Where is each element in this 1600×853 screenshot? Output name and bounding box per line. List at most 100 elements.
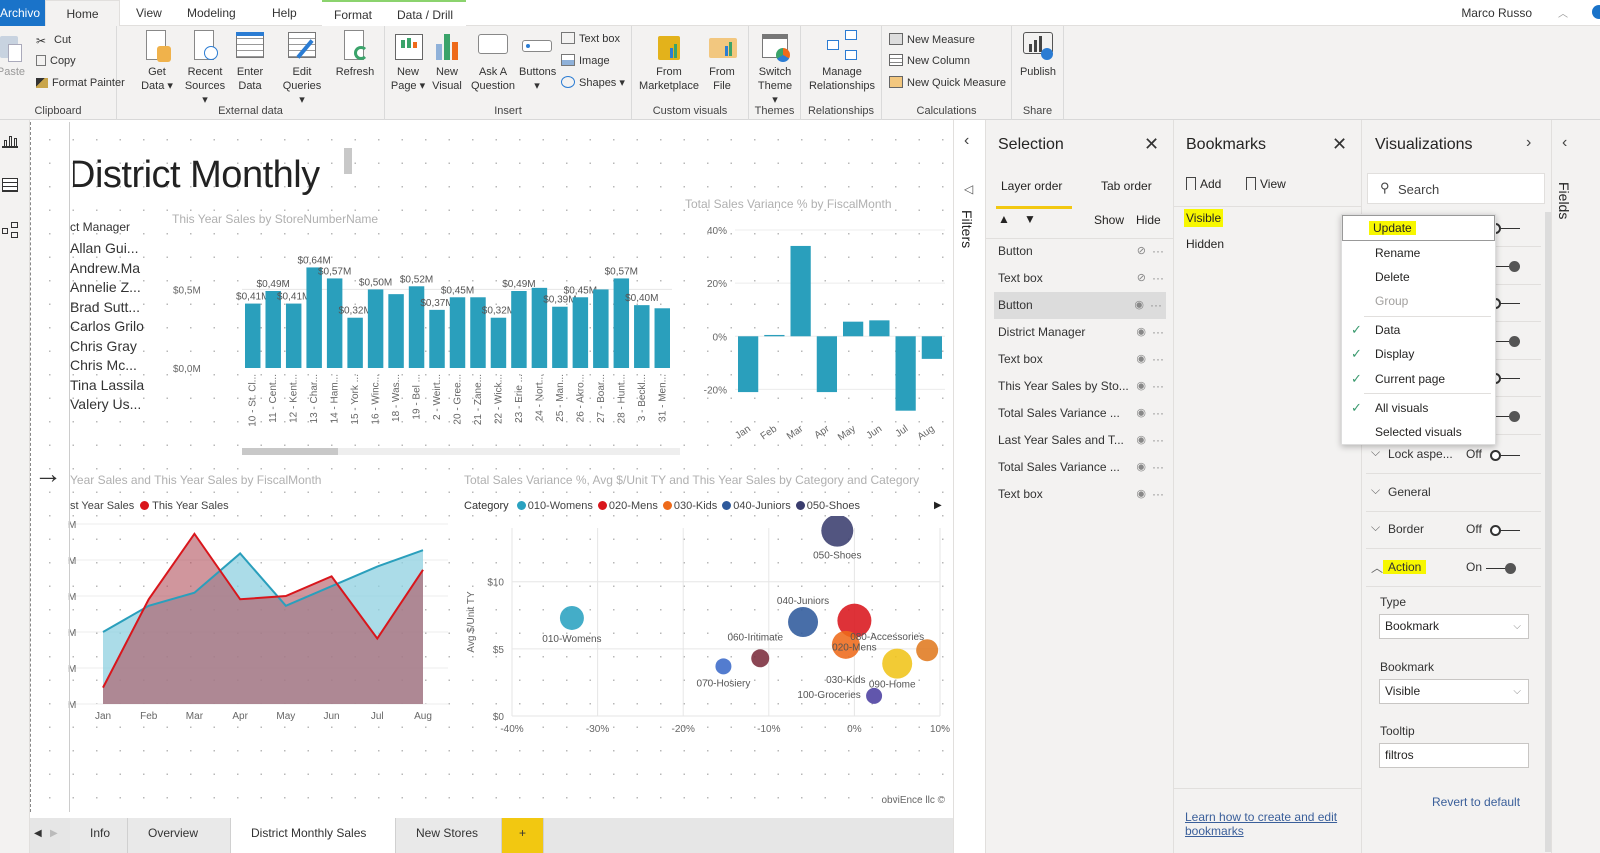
move-down-icon[interactable]: ▼	[1024, 212, 1036, 226]
shapes-button[interactable]: Shapes ▾	[561, 74, 625, 92]
selection-item[interactable]: Text box ⊘ ···	[998, 265, 1168, 292]
more-options-icon[interactable]: ···	[1152, 460, 1164, 474]
sales-area-chart[interactable]: M M M M M M Jan Feb Mar Apr May Jun Jul Aug	[68, 516, 458, 726]
tooltip-input[interactable]: filtros	[1379, 743, 1529, 768]
menu-item-current-page[interactable]: Current page	[1375, 372, 1446, 386]
legend-scroll-right-icon[interactable]: ▶	[934, 500, 942, 511]
category-scatter-chart[interactable]: $0$5$10-40%-30%-20%-10%0%10%Total Sales …	[460, 516, 950, 736]
page-tab-overview[interactable]: Overview	[128, 818, 231, 853]
action-toggle[interactable]	[1486, 563, 1516, 574]
page-tab-new-stores[interactable]: New Stores	[396, 818, 502, 853]
visualizations-search-input[interactable]: ⚲ Search	[1367, 173, 1545, 204]
tab-file[interactable]: Archivo	[0, 0, 53, 26]
new-column-button[interactable]: New Column	[889, 52, 970, 70]
store-sales-bar-chart[interactable]: $0,0M $0,5M $0,41M 10 - St. Cl... $0,49M 11 -…	[170, 230, 680, 455]
more-options-icon[interactable]: ···	[1152, 352, 1164, 366]
more-options-icon[interactable]: ···	[1152, 271, 1164, 285]
page-tab-info[interactable]: Info	[70, 818, 128, 853]
eye-hidden-icon[interactable]: ⊘	[1136, 245, 1146, 257]
card-lock-aspect[interactable]: ⌵ Lock aspe... Off	[1366, 436, 1541, 474]
more-options-icon[interactable]: ···	[1152, 433, 1164, 447]
eye-icon[interactable]: ◉	[1136, 461, 1146, 473]
user-name[interactable]: Marco Russo	[1461, 6, 1532, 20]
manage-relationships-button[interactable]: Manage Relationships	[805, 30, 879, 93]
selection-item[interactable]: Total Sales Variance ... ◉ ···	[998, 454, 1168, 481]
page-tab-district-monthly-sales[interactable]: District Monthly Sales	[231, 818, 396, 853]
format-toggle[interactable]	[1490, 335, 1520, 347]
add-bookmark-button[interactable]: Add	[1186, 177, 1221, 191]
slicer-item[interactable]: Brad Sutt...	[70, 298, 141, 315]
slicer-item[interactable]: Chris Gray	[70, 337, 137, 354]
report-canvas[interactable]: District Monthly ct Manager Allan Gui...…	[30, 120, 953, 818]
tab-data-drill[interactable]: Data / Drill	[384, 0, 466, 26]
image-button[interactable]: Image	[561, 52, 610, 70]
tab-modeling[interactable]: Modeling	[187, 6, 236, 20]
close-selection-icon[interactable]: ✕	[1144, 134, 1160, 154]
legend-item[interactable]: 020-Mens	[608, 500, 658, 512]
enter-data-button[interactable]: Enter Data	[233, 30, 267, 93]
legend-item[interactable]: 030-Kids	[673, 500, 718, 512]
card-border[interactable]: ⌵ Border Off	[1366, 511, 1541, 549]
collapse-visualizations-icon[interactable]: ›	[1526, 134, 1532, 151]
hide-all-button[interactable]: Hide	[1136, 213, 1161, 227]
eye-icon[interactable]: ◉	[1136, 326, 1146, 338]
eye-icon[interactable]: ◉	[1136, 488, 1146, 500]
tab-layer-order[interactable]: Layer order	[1001, 179, 1063, 193]
tab-home[interactable]: Home	[45, 0, 120, 27]
tab-tab-order[interactable]: Tab order	[1101, 179, 1152, 193]
view-bookmarks-button[interactable]: View	[1246, 177, 1286, 191]
menu-item-update[interactable]: Update	[1369, 221, 1416, 235]
refresh-button[interactable]: Refresh	[333, 30, 377, 79]
selection-item[interactable]: Total Sales Variance ... ◉ ···	[998, 400, 1168, 427]
more-options-icon[interactable]: ···	[1150, 298, 1162, 312]
menu-item-display[interactable]: Display	[1375, 347, 1415, 361]
eye-hidden-icon[interactable]: ⊘	[1136, 272, 1146, 284]
card-action[interactable]: ︿ Action On	[1366, 549, 1541, 587]
slicer-item[interactable]: Annelie Z...	[70, 279, 141, 295]
slicer-item[interactable]: Allan Gui...	[70, 240, 139, 256]
data-view-icon[interactable]	[2, 178, 18, 192]
report-view-icon[interactable]	[2, 134, 18, 148]
more-options-icon[interactable]: ···	[1152, 406, 1164, 420]
type-dropdown[interactable]: Bookmark ⌵	[1379, 614, 1529, 639]
slicer-item[interactable]: Carlos Grilo	[70, 318, 144, 334]
paste-button[interactable]: Paste	[0, 30, 26, 79]
eye-icon[interactable]: ◉	[1136, 353, 1146, 365]
next-page-icon[interactable]: ▶	[50, 828, 58, 839]
arrow-right-icon[interactable]: →	[34, 458, 62, 489]
fields-pane-collapsed[interactable]: ‹ Fields	[1551, 120, 1600, 853]
bookmark-item-visible[interactable]: Visible	[1184, 209, 1224, 227]
format-painter-button[interactable]: Format Painter	[36, 74, 125, 92]
add-page-button[interactable]: +	[502, 818, 544, 853]
edit-queries-button[interactable]: Edit Queries ▾	[281, 30, 323, 107]
publish-button[interactable]: Publish	[1018, 30, 1058, 79]
new-quick-measure-button[interactable]: New Quick Measure	[889, 74, 1006, 92]
recent-sources-button[interactable]: Recent Sources ▾	[183, 30, 227, 107]
selection-item[interactable]: Button ⊘ ···	[998, 238, 1168, 265]
from-marketplace-button[interactable]: From Marketplace	[636, 30, 702, 93]
legend-item[interactable]: 040-Juniors	[733, 500, 791, 512]
learn-bookmarks-link[interactable]: Learn how to create and edit bookmarks	[1185, 810, 1338, 838]
selected-button-frame[interactable]	[30, 122, 70, 812]
menu-item-data[interactable]: Data	[1375, 323, 1401, 337]
bookmark-dropdown[interactable]: Visible ⌵	[1379, 679, 1529, 704]
eye-icon[interactable]: ◉	[1136, 380, 1146, 392]
eye-icon[interactable]: ◉	[1136, 407, 1146, 419]
show-all-button[interactable]: Show	[1094, 213, 1125, 227]
expand-filters-icon[interactable]: ‹	[964, 132, 970, 149]
slicer-item[interactable]: Chris Mc...	[70, 357, 137, 373]
selection-item[interactable]: Button ◉ ···	[994, 292, 1166, 319]
resize-handle[interactable]	[344, 148, 352, 174]
eye-icon[interactable]: ◉	[1136, 434, 1146, 446]
border-toggle[interactable]	[1490, 525, 1520, 536]
more-options-icon[interactable]: ···	[1152, 325, 1164, 339]
card-general[interactable]: ⌵ General	[1366, 474, 1541, 512]
revert-to-default-link[interactable]: Revert to default	[1432, 795, 1521, 809]
cut-button[interactable]: ✂ Cut	[36, 34, 72, 48]
buttons-button[interactable]: Buttons ▾	[519, 30, 556, 93]
from-file-button[interactable]: From File	[704, 30, 740, 93]
slicer-item[interactable]: Valery Us...	[70, 396, 142, 412]
variance-bar-chart[interactable]: 40% 20% 0% -20% Jan Feb Mar Apr May Jun Jul Aug	[680, 216, 950, 446]
tab-format[interactable]: Format	[322, 0, 384, 26]
collapse-ribbon-icon[interactable]: ︿	[1558, 9, 1568, 20]
